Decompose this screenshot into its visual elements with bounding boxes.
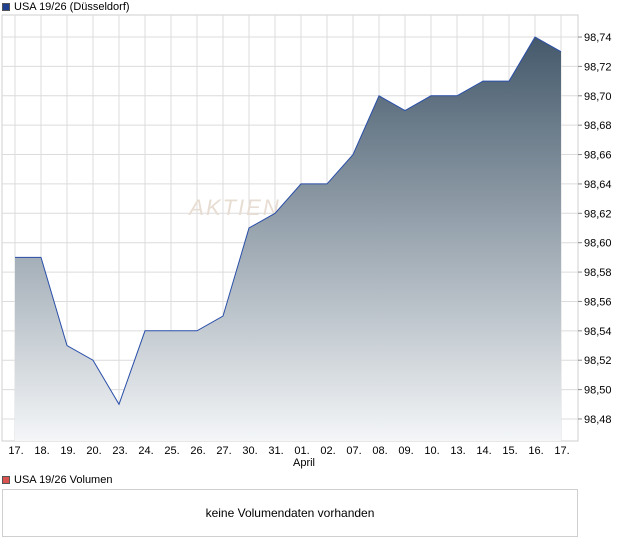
y-tick-label: 98,54 <box>584 326 612 338</box>
x-tick-label: 19. <box>60 445 75 457</box>
x-tick-label: 17. <box>554 445 569 457</box>
price-legend-label: USA 19/26 (Düsseldorf) <box>14 1 130 13</box>
x-axis-ticks: 17. 18. 19. 20. 23. 24. 25. 26. 27. 30. 31. 01. 02. 0… <box>8 445 569 457</box>
y-tick-label: 98,66 <box>584 150 612 162</box>
y-tick-label: 98,60 <box>584 238 612 250</box>
price-line <box>15 36 562 406</box>
y-tick-label: 98,50 <box>584 385 612 397</box>
y-tick-label: 98,72 <box>584 61 612 73</box>
x-tick-label: 31. <box>268 445 283 457</box>
x-tick-label: 13. <box>450 445 465 457</box>
x-tick-label: 24. <box>138 445 153 457</box>
x-tick-label: 15. <box>502 445 517 457</box>
volume-legend-swatch <box>2 476 10 484</box>
price-legend-swatch <box>2 3 10 11</box>
y-tick-label: 98,52 <box>584 355 612 367</box>
y-tick-label: 98,62 <box>584 208 612 220</box>
x-tick-label: 18. <box>34 445 49 457</box>
x-tick-label: 07. <box>346 445 361 457</box>
volume-legend-label: USA 19/26 Volumen <box>14 474 113 486</box>
x-tick-label: 25. <box>164 445 179 457</box>
x-tick-label: 17. <box>8 445 23 457</box>
volume-panel: keine Volumendaten vorhanden <box>2 489 578 537</box>
price-chart: AKTIEN 98,4898,5098,5298,5498,5698,5898,… <box>1 14 612 469</box>
x-tick-label: 02. <box>320 445 335 457</box>
month-label: April <box>293 457 315 469</box>
x-tick-label: 16. <box>528 445 543 457</box>
y-tick-label: 98,58 <box>584 267 612 279</box>
y-tick-label: 98,64 <box>584 179 612 191</box>
x-tick-label: 20. <box>86 445 101 457</box>
x-tick-label: 01. <box>294 445 309 457</box>
x-tick-label: 30. <box>242 445 257 457</box>
x-tick-label: 23. <box>112 445 127 457</box>
y-tick-label: 98,56 <box>584 296 612 308</box>
price-legend: USA 19/26 (Düsseldorf) <box>2 0 130 14</box>
x-tick-label: 09. <box>398 445 413 457</box>
watermark-text: AKTIEN <box>187 195 280 220</box>
volume-empty-message: keine Volumendaten vorhanden <box>205 506 375 520</box>
x-tick-label: 10. <box>424 445 439 457</box>
y-tick-label: 98,68 <box>584 120 612 132</box>
y-tick-label: 98,70 <box>584 91 612 103</box>
y-axis-ticks: 98,48 98,50 98,52 98,54 98,56 98,58 98,60 98,62… <box>578 32 612 426</box>
x-tick-label: 27. <box>216 445 231 457</box>
x-tick-label: 14. <box>476 445 491 457</box>
x-tick-label: 08. <box>372 445 387 457</box>
volume-legend: USA 19/26 Volumen <box>2 473 112 487</box>
y-tick-label: 98,48 <box>584 414 612 426</box>
price-area <box>15 37 561 441</box>
x-tick-label: 26. <box>190 445 205 457</box>
y-tick-label: 98,74 <box>584 32 612 44</box>
